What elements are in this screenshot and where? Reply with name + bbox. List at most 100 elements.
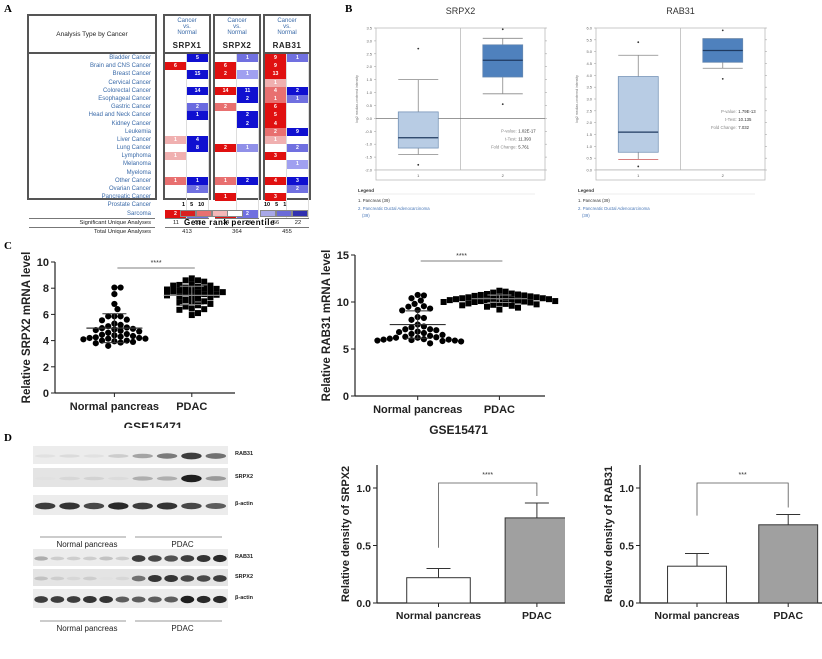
blot-band xyxy=(181,502,202,510)
cancer-type-label: Colorectal Cancer xyxy=(102,87,151,94)
data-point xyxy=(188,275,195,282)
gene-header: Cancer vs. Normal SRPX2 xyxy=(215,16,259,54)
x-tick-label: Normal pancreas xyxy=(70,401,159,413)
data-point xyxy=(136,334,143,342)
outlier-point xyxy=(417,47,420,50)
table-row: 8 xyxy=(165,144,209,153)
rank-cell xyxy=(287,209,309,218)
table-row: 3 xyxy=(265,193,309,202)
rank-cell xyxy=(287,201,309,210)
blot-band xyxy=(180,575,195,582)
legend-title: Legend xyxy=(358,188,374,193)
blot-band xyxy=(108,454,129,458)
chart-title: SRPX2 xyxy=(446,6,476,16)
data-point xyxy=(219,289,226,296)
data-point xyxy=(117,321,124,328)
outlier-point xyxy=(417,163,420,166)
rank-cell: 2 xyxy=(237,111,259,120)
rank-cell xyxy=(165,78,187,87)
rank-cell xyxy=(215,185,237,194)
x-tick-label: PDAC xyxy=(484,404,515,416)
data-point xyxy=(496,306,503,313)
y-tick-label: 4 xyxy=(43,336,50,348)
rank-cell: 2 xyxy=(287,185,309,194)
gene-name: RAB31 xyxy=(272,40,302,50)
stat-label: P-value: xyxy=(501,129,517,134)
rank-cell: 14 xyxy=(187,86,209,95)
table-row xyxy=(215,152,259,161)
rank-cell xyxy=(215,111,237,120)
blot-band xyxy=(196,555,211,562)
blot-band xyxy=(180,595,195,604)
data-point xyxy=(439,331,446,338)
data-point xyxy=(552,298,559,305)
rank-cell: 1 xyxy=(287,54,309,63)
x-tick-label: Normal pancreas xyxy=(654,610,739,620)
table-row xyxy=(215,160,259,169)
y-tick-label: 4.5 xyxy=(586,61,592,66)
table-row: 2 xyxy=(215,119,259,128)
data-point xyxy=(98,331,106,338)
rank-cell: 1 xyxy=(187,176,209,185)
data-point xyxy=(527,293,534,300)
table-row: 5 xyxy=(265,111,309,120)
rank-cell: 2 xyxy=(237,176,259,185)
legend-red-scale xyxy=(180,210,228,217)
rank-cell: 1 xyxy=(287,160,309,169)
rank-cell xyxy=(165,103,187,112)
table-row xyxy=(165,201,209,210)
data-point xyxy=(176,299,183,306)
rank-cell xyxy=(215,160,237,169)
comparison-word: Normal xyxy=(227,30,247,37)
data-point xyxy=(176,281,183,288)
comparison-word: vs. xyxy=(233,24,241,31)
stat-label: Fold Change: xyxy=(491,145,517,150)
gene-header: Cancer vs. Normal SRPX1 xyxy=(165,16,209,54)
data-point xyxy=(508,290,515,297)
rank-cell: 14 xyxy=(215,86,237,95)
blot-band xyxy=(83,502,105,510)
legend-swatch xyxy=(180,210,196,217)
significance-label: **** xyxy=(456,253,467,260)
rank-cell xyxy=(165,119,187,128)
data-point xyxy=(111,290,118,298)
blot-band xyxy=(66,596,81,603)
cancer-type-label: Myeloma xyxy=(126,169,151,176)
y-tick-label: 0 xyxy=(43,388,49,400)
table-row: 1 xyxy=(265,160,309,169)
data-point xyxy=(188,312,195,319)
blot-strip xyxy=(33,495,228,515)
blot-band xyxy=(83,476,105,481)
legend-blue-numbers: 10 5 1 xyxy=(264,202,286,208)
y-axis-label: Relative density of SRPX2 xyxy=(340,466,352,602)
rank-cell: 4 xyxy=(265,119,287,128)
table-row: 2 xyxy=(215,103,259,112)
rank-cell xyxy=(237,152,259,161)
blot-band xyxy=(132,502,153,510)
rank-cell xyxy=(165,168,187,177)
rank-cell xyxy=(237,127,259,136)
blot-band xyxy=(59,454,80,458)
blot-band xyxy=(59,476,80,481)
table-row: 2 xyxy=(165,103,209,112)
data-point xyxy=(201,306,208,313)
rank-cell xyxy=(215,94,237,104)
table-row: 1 xyxy=(165,152,209,161)
significant-label: Significant Unique Analyses xyxy=(29,217,155,227)
data-point xyxy=(477,298,484,305)
data-point xyxy=(402,333,409,340)
legend-item: (39) xyxy=(582,213,590,218)
y-tick-label: 2.0 xyxy=(366,64,372,69)
cancer-type-label: Esophageal Cancer xyxy=(98,95,151,102)
rank-cell xyxy=(265,168,287,177)
rank-cell: 2 xyxy=(215,70,237,79)
rank-cell xyxy=(237,135,259,145)
comparison-word: Normal xyxy=(277,30,297,37)
rank-cell: 5 xyxy=(187,54,209,63)
rank-cell: 8 xyxy=(187,144,209,153)
table-row: 2 xyxy=(215,94,259,104)
table-row: 1 xyxy=(215,193,259,202)
y-axis-label: log2 median-centered intensity xyxy=(575,75,579,123)
stat-value: 7.032 xyxy=(738,125,749,130)
y-tick-label: 0.0 xyxy=(619,598,634,610)
